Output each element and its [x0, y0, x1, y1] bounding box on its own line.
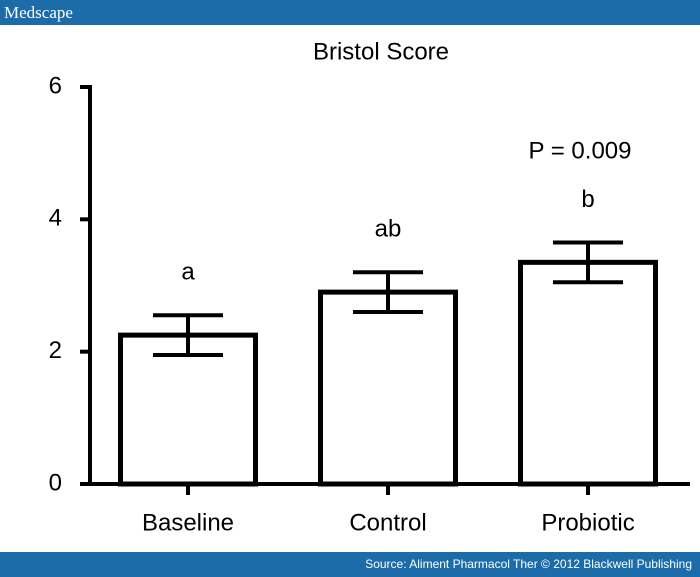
x-tick-label: Control: [349, 509, 426, 536]
significance-label: ab: [375, 216, 402, 243]
bar: [318, 289, 458, 487]
x-tick-label: Probiotic: [541, 509, 634, 536]
significance-label: b: [581, 186, 594, 213]
bar: [518, 259, 658, 487]
chart: Bristol Score 0 2 4 6 Baseline a Control ab Prob…: [49, 38, 690, 536]
error-bar: [553, 240, 623, 285]
source: Source: Aliment Pharmacol Ther © 2012 Bl…: [365, 557, 692, 571]
chart-title: Bristol Score: [313, 38, 449, 65]
x-tick-label: Baseline: [142, 509, 234, 536]
footer: Source: Aliment Pharmacol Ther © 2012 Bl…: [0, 552, 700, 577]
brand: Medscape: [4, 3, 73, 22]
y-tick-label: 4: [49, 205, 62, 232]
y-tick-label: 0: [49, 469, 62, 496]
error-bar: [353, 270, 423, 314]
p-value: P = 0.009: [529, 137, 632, 164]
header: Medscape: [0, 0, 700, 25]
error-bar: [153, 313, 223, 357]
y-tick-label: 2: [49, 337, 62, 364]
bar: [118, 332, 258, 487]
y-tick-label: 6: [49, 72, 62, 99]
significance-label: a: [181, 259, 195, 286]
